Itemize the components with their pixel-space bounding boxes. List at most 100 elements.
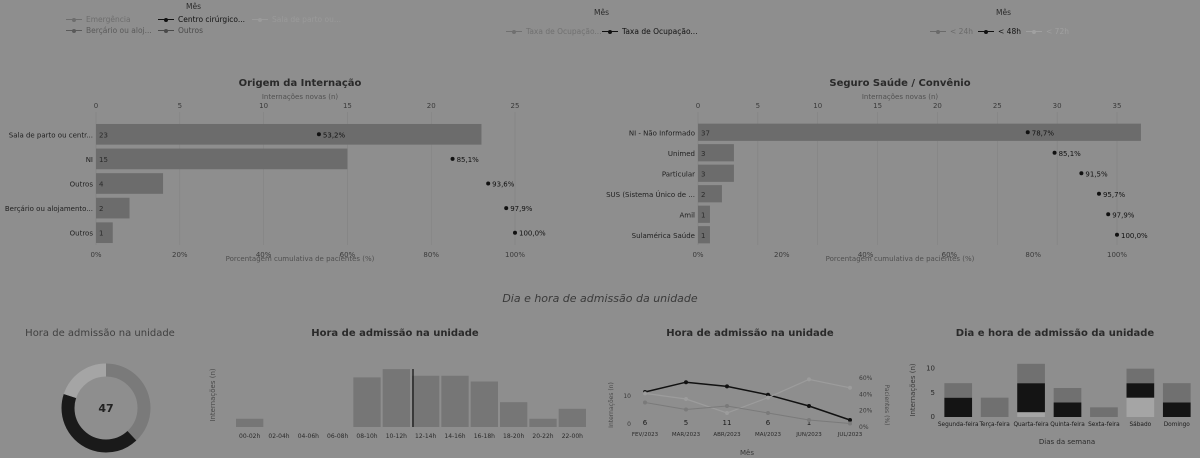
cumulative-point bbox=[1115, 232, 1119, 237]
trend-month-label: JUL/2023 bbox=[837, 432, 863, 438]
trend-series-point bbox=[807, 377, 811, 382]
weekday-category-label: Sexta-feira bbox=[1088, 422, 1120, 428]
trend-card: Hora de admissão na unidade Internações … bbox=[605, 320, 895, 455]
cumulative-label: 78,7% bbox=[1032, 129, 1055, 137]
legend-sala-de-parto[interactable]: Sala de parto ou... bbox=[252, 15, 341, 24]
trend-series-point bbox=[848, 421, 852, 426]
bar-value-label: 15 bbox=[99, 156, 108, 164]
trend-ylabel-left: Internações (n) bbox=[608, 382, 615, 428]
weekday-bar-segment bbox=[944, 383, 973, 398]
bar bbox=[698, 164, 734, 182]
legend-taxa-2[interactable]: Taxa de Ocupação... bbox=[602, 27, 698, 36]
histogram-bar bbox=[529, 418, 557, 427]
weekday-bar-segment bbox=[944, 397, 973, 417]
histogram-bar bbox=[382, 369, 410, 427]
bottom-tick-label: 60% bbox=[942, 251, 958, 259]
trend-series-point bbox=[643, 400, 647, 405]
histogram-tick-label: 16-18h bbox=[474, 433, 495, 440]
trend-right-tick: 0% bbox=[859, 424, 869, 431]
bar-value-label: 4 bbox=[99, 181, 104, 189]
line-marker-icon bbox=[602, 29, 618, 35]
top-tick-label: 10 bbox=[813, 102, 822, 110]
taxa-legend: Mês Taxa de Ocupação... Taxa de Ocupação… bbox=[506, 8, 706, 38]
hours-legend: Mês < 24h < 48h < 72h bbox=[930, 8, 1090, 38]
category-label: Outros bbox=[70, 230, 94, 238]
trend-bar-label: 11 bbox=[723, 419, 732, 427]
donut-chart: 47 bbox=[61, 363, 151, 453]
weekday-card: Dia e hora de admissão da unidade Intern… bbox=[905, 320, 1200, 455]
cumulative-label: 100,0% bbox=[519, 230, 546, 238]
origem-chart: Origem da Internação Internações novas (… bbox=[0, 70, 600, 270]
cumulative-label: 95,7% bbox=[1103, 191, 1126, 199]
trend-series-line bbox=[644, 402, 851, 424]
trend-left-tick: 0 bbox=[627, 421, 631, 428]
bar bbox=[698, 226, 710, 244]
histogram-tick-label: 00-02h bbox=[239, 433, 260, 440]
trend-xlabel: Mês bbox=[740, 449, 754, 455]
bar bbox=[96, 197, 130, 219]
weekday-bar-segment bbox=[1126, 397, 1155, 417]
top-tick-label: 15 bbox=[873, 102, 882, 110]
legend-outros[interactable]: Outros bbox=[158, 26, 203, 35]
hours-legend-title: Mês bbox=[996, 8, 1011, 17]
top-tick-label: 0 bbox=[696, 102, 700, 110]
trend-series-point bbox=[725, 411, 729, 415]
donut-card: Hora de admissão na unidade 47 bbox=[20, 320, 200, 455]
weekday-bar-segment bbox=[1162, 383, 1191, 403]
bar bbox=[96, 148, 348, 170]
histogram-tick-label: 10-12h bbox=[386, 433, 407, 440]
histogram-bar bbox=[470, 381, 498, 427]
histogram-bar bbox=[558, 408, 586, 427]
histogram-tick-label: 06-08h bbox=[327, 433, 348, 440]
legend-taxa-1[interactable]: Taxa de Ocupação... bbox=[506, 27, 602, 36]
bottom-tick-label: 60% bbox=[340, 251, 356, 259]
cumulative-point bbox=[1096, 191, 1101, 196]
trend-series-point bbox=[766, 395, 770, 400]
legend-emergencia[interactable]: Emergência bbox=[66, 15, 131, 24]
histogram-chart: Internações (n) 00-02h 02-04h 04-06h 06-08h 0… bbox=[209, 368, 586, 440]
histogram-bar bbox=[500, 402, 528, 427]
histogram-bar bbox=[236, 418, 264, 427]
category-label: Berçário ou alojamento... bbox=[5, 205, 93, 213]
top-tick-label: 5 bbox=[756, 102, 760, 110]
weekday-ylabel: Internações (n) bbox=[909, 363, 917, 417]
trend-series-point bbox=[766, 392, 770, 397]
weekday-category-label: Domingo bbox=[1164, 422, 1191, 428]
legend-bercario[interactable]: Berçário ou aloj... bbox=[66, 26, 152, 35]
cumulative-point bbox=[316, 132, 321, 137]
weekday-category-label: Terça-feira bbox=[978, 422, 1010, 428]
origem-top-label: Internações novas (n) bbox=[261, 93, 339, 101]
legend-48h[interactable]: < 48h bbox=[978, 27, 1021, 36]
legend-24h[interactable]: < 24h bbox=[930, 27, 973, 36]
trend-series-point bbox=[725, 404, 729, 408]
bar bbox=[698, 185, 722, 203]
cumulative-label: 93,6% bbox=[492, 181, 515, 189]
legend-centro-cirurgico[interactable]: Centro cirúrgico... bbox=[158, 15, 245, 24]
line-marker-icon bbox=[66, 17, 82, 23]
line-marker-icon bbox=[66, 28, 82, 34]
histogram-tick-label: 14-16h bbox=[444, 433, 465, 440]
trend-month-label: MAR/2023 bbox=[672, 432, 701, 438]
cumulative-point bbox=[1025, 130, 1030, 135]
bottom-tick-label: 20% bbox=[172, 251, 188, 259]
line-marker-icon bbox=[1026, 29, 1042, 35]
trend-series-point bbox=[684, 407, 688, 412]
bottom-tick-label: 20% bbox=[774, 251, 790, 259]
top-tick-label: 25 bbox=[993, 102, 1002, 110]
cumulative-label: 85,1% bbox=[457, 156, 480, 164]
cumulative-point bbox=[450, 156, 455, 161]
category-label: Sala de parto ou centr... bbox=[9, 131, 93, 139]
trend-series-point bbox=[848, 418, 852, 422]
bar bbox=[698, 123, 1141, 141]
trend-right-tick: 20% bbox=[859, 408, 873, 415]
legend-72h[interactable]: < 72h bbox=[1026, 27, 1069, 36]
weekday-title: Dia e hora de admissão da unidade bbox=[955, 328, 1155, 339]
bar bbox=[96, 123, 482, 145]
top-tick-label: 35 bbox=[1113, 102, 1122, 110]
bottom-tick-label: 40% bbox=[256, 251, 272, 259]
category-label: Sulamérica Saúde bbox=[632, 232, 695, 240]
seguro-top-label: Internações novas (n) bbox=[861, 93, 939, 101]
cumulative-label: 97,9% bbox=[510, 205, 533, 213]
category-label: Outros bbox=[70, 181, 94, 189]
line-marker-icon bbox=[158, 17, 174, 23]
